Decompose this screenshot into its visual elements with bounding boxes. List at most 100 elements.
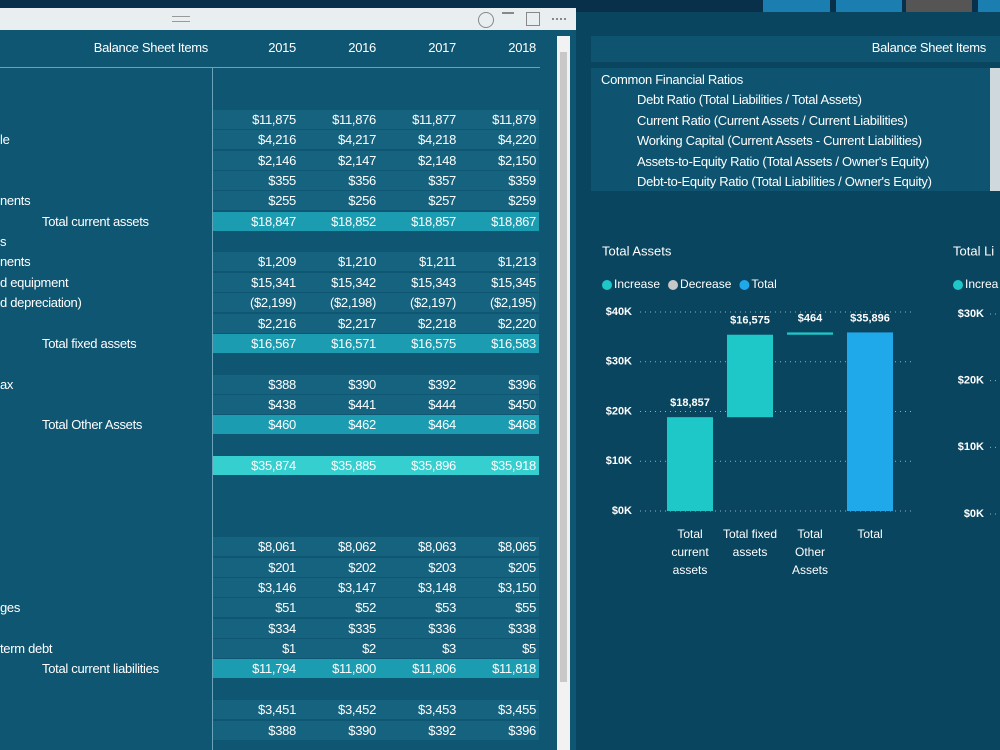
row-background xyxy=(213,171,539,191)
nav-button[interactable] xyxy=(906,0,972,12)
cell-value: $2,146 xyxy=(258,152,296,168)
cell-value: $11,879 xyxy=(492,112,536,127)
filter-icon[interactable] xyxy=(502,12,514,28)
cell-value: $359 xyxy=(508,173,536,189)
y-tick-label: $20K xyxy=(958,375,984,387)
cell-value: $4,217 xyxy=(338,132,376,148)
row-background xyxy=(213,700,539,720)
cell-value: $1,209 xyxy=(258,254,296,270)
cell-value: $203 xyxy=(428,559,456,575)
slicer-item[interactable]: Debt-to-Equity Ratio (Total Liabilities … xyxy=(637,174,932,189)
cell-value: $18,867 xyxy=(491,213,536,229)
cell-value: $2 xyxy=(362,641,376,657)
cell-value: $202 xyxy=(348,559,376,575)
cell-value: $205 xyxy=(508,559,536,575)
slicer-item[interactable]: Assets-to-Equity Ratio (Total Assets / O… xyxy=(637,153,929,169)
row-background xyxy=(213,659,539,679)
cell-value: ($2,199) xyxy=(249,295,296,311)
slicer-group[interactable]: Common Financial Ratios xyxy=(601,72,743,87)
waterfall-bar xyxy=(847,332,893,511)
cell-value: $16,583 xyxy=(491,335,536,351)
row-label: nents xyxy=(0,193,31,209)
cell-value: $3 xyxy=(442,641,456,657)
x-tick-label: Total xyxy=(857,527,883,541)
cell-value: $11,806 xyxy=(412,661,456,677)
row-background xyxy=(213,293,539,313)
cell-value: $11,800 xyxy=(332,661,376,677)
nav-button[interactable] xyxy=(763,0,830,12)
x-tick-label: Total fixed assets xyxy=(722,527,778,559)
legend-marker xyxy=(668,280,679,290)
legend-label: Increase xyxy=(614,277,660,291)
slicer-header xyxy=(591,36,1000,62)
cell-value: $16,567 xyxy=(251,335,296,351)
cell-value: $4,218 xyxy=(418,132,456,148)
row-background xyxy=(213,333,539,353)
cell-value: $441 xyxy=(348,396,376,412)
row-label: s xyxy=(0,234,7,250)
cell-value: $2,218 xyxy=(418,315,456,331)
cell-value: $257 xyxy=(428,193,456,209)
focus-icon[interactable] xyxy=(478,12,494,28)
header-year: 2017 xyxy=(428,40,456,55)
cell-value: $8,061 xyxy=(258,539,296,555)
x-tick-label: Total current assets xyxy=(671,527,709,577)
more-icon[interactable] xyxy=(552,18,566,22)
row-background xyxy=(213,252,539,272)
waterfall-bar xyxy=(667,417,713,511)
chart-title: Total Assets xyxy=(602,243,672,258)
cell-value: $3,453 xyxy=(418,702,456,718)
cell-value: $11,794 xyxy=(252,661,296,677)
cell-value: $35,874 xyxy=(251,457,296,473)
y-tick-label: $40K xyxy=(606,306,632,318)
cell-value: $3,148 xyxy=(418,580,456,596)
cell-value: $3,452 xyxy=(338,702,376,718)
nav-button[interactable] xyxy=(978,0,1000,12)
cell-value: $15,345 xyxy=(491,274,536,290)
cell-value: $11,877 xyxy=(412,112,456,127)
cell-value: $336 xyxy=(428,620,456,636)
slicer-item[interactable]: Current Ratio (Current Assets / Current … xyxy=(637,112,908,128)
total-label: Total current liabilities xyxy=(42,661,159,677)
cell-value: $3,455 xyxy=(498,702,536,718)
data-label: $16,575 xyxy=(730,315,770,327)
cell-value: $388 xyxy=(268,722,296,738)
cell-value: $8,062 xyxy=(338,539,376,555)
waterfall-bar xyxy=(727,334,773,418)
row-background xyxy=(213,639,539,659)
cell-value: $15,343 xyxy=(411,274,456,290)
row-label: term debt xyxy=(0,641,53,657)
slicer-item[interactable]: Debt Ratio (Total Liabilities / Total As… xyxy=(637,92,862,107)
cell-value: $5 xyxy=(522,641,536,657)
scrollbar-thumb[interactable] xyxy=(560,52,567,682)
cell-value: $335 xyxy=(348,620,376,636)
slicer-scrollbar[interactable] xyxy=(990,68,1000,191)
row-background xyxy=(213,150,539,170)
cell-value: $16,571 xyxy=(331,335,376,351)
cell-value: $390 xyxy=(348,722,376,738)
y-tick-label: $30K xyxy=(606,356,632,368)
cell-value: $15,341 xyxy=(251,274,296,290)
cell-value: $18,847 xyxy=(251,213,296,229)
cell-value: $53 xyxy=(435,600,456,616)
data-label: $35,896 xyxy=(850,312,890,324)
cell-value: $15,342 xyxy=(331,274,376,290)
cell-value: $462 xyxy=(348,417,376,433)
slicer-title: Balance Sheet Items xyxy=(871,40,987,55)
row-background xyxy=(213,110,539,129)
slicer-box xyxy=(591,68,991,191)
column-divider xyxy=(212,68,213,750)
total-label: Total Other Assets xyxy=(42,417,143,433)
cell-value: $35,885 xyxy=(331,457,376,473)
cell-value: $357 xyxy=(428,173,456,189)
expand-icon[interactable] xyxy=(526,12,540,26)
drag-handle[interactable] xyxy=(172,16,190,22)
row-background xyxy=(213,455,539,475)
slicer-item[interactable]: Working Capital (Current Assets - Curren… xyxy=(637,133,922,148)
cell-value: $392 xyxy=(428,376,456,392)
total-label: Total current assets xyxy=(42,213,149,229)
nav-button[interactable] xyxy=(836,0,902,12)
row-background xyxy=(213,272,539,292)
header-year: 2015 xyxy=(268,40,296,55)
